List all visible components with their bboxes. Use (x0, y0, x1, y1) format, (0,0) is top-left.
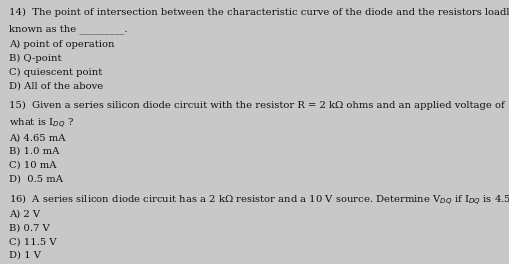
Text: 14)  The point of intersection between the characteristic curve of the diode and: 14) The point of intersection between th… (9, 7, 509, 17)
Text: D)  0.5 mA: D) 0.5 mA (9, 174, 63, 183)
Text: C) quiescent point: C) quiescent point (9, 68, 102, 77)
Text: D) 1 V: D) 1 V (9, 251, 41, 260)
Text: B) Q-point: B) Q-point (9, 54, 62, 63)
Text: what is I$_{DQ}$ ?: what is I$_{DQ}$ ? (9, 117, 74, 131)
Text: C) 11.5 V: C) 11.5 V (9, 237, 57, 246)
Text: B) 0.7 V: B) 0.7 V (9, 223, 50, 232)
Text: C) 10 mA: C) 10 mA (9, 161, 56, 169)
Text: 15)  Given a series silicon diode circuit with the resistor R = 2 kΩ ohms and an: 15) Given a series silicon diode circuit… (9, 101, 509, 110)
Text: A) point of operation: A) point of operation (9, 40, 115, 49)
Text: known as the _________.: known as the _________. (9, 24, 128, 34)
Text: B) 1.0 mA: B) 1.0 mA (9, 147, 60, 156)
Text: 16)  A series silicon diode circuit has a 2 kΩ resistor and a 10 V source. Deter: 16) A series silicon diode circuit has a… (9, 193, 509, 208)
Text: A) 4.65 mA: A) 4.65 mA (9, 133, 66, 142)
Text: D) All of the above: D) All of the above (9, 81, 103, 90)
Text: A) 2 V: A) 2 V (9, 210, 40, 219)
